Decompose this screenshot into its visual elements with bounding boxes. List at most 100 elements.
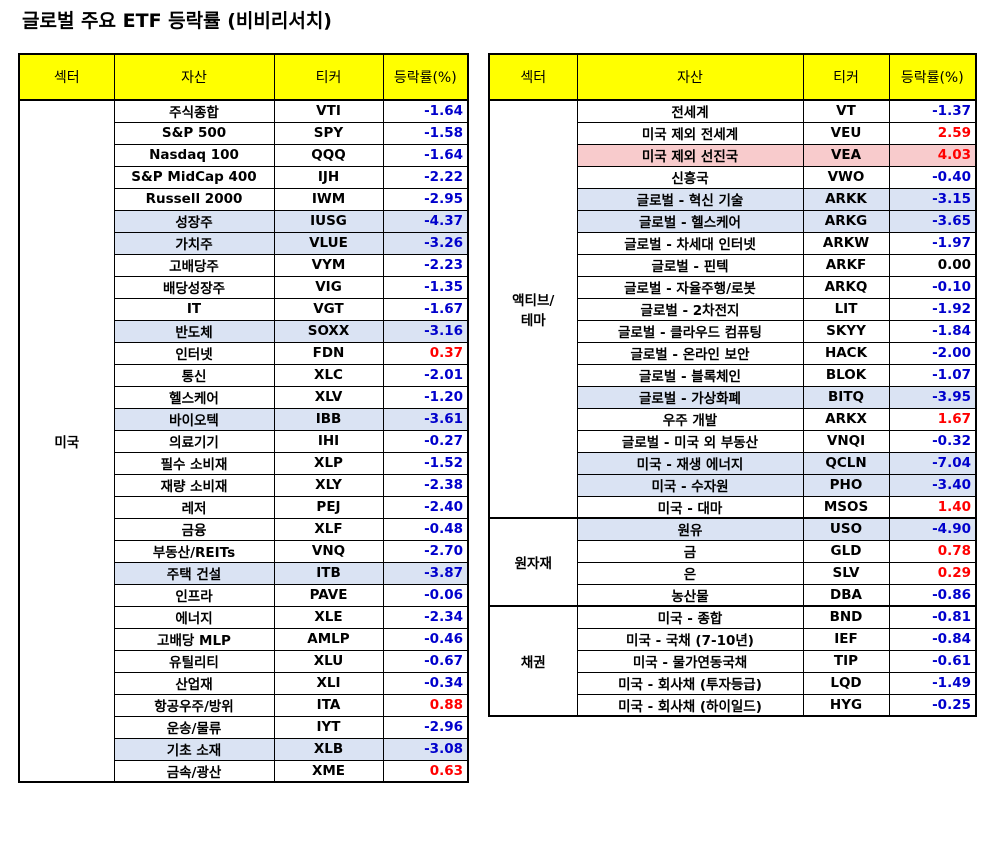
change-value-cell: -0.10 <box>888 275 977 299</box>
change-value-cell: -0.81 <box>888 605 977 629</box>
asset-cell: 농산물 <box>576 583 804 607</box>
asset-cell: 레저 <box>113 495 275 519</box>
asset-cell: 미국 - 국채 (7-10년) <box>576 627 804 651</box>
ticker-cell: ARKX <box>802 407 890 431</box>
change-value-cell: -2.01 <box>382 363 469 387</box>
change-value-cell: -3.65 <box>888 209 977 233</box>
ticker-cell: BLOK <box>802 363 890 387</box>
table-row: Nasdaq 100 QQQ -1.64 <box>19 143 469 167</box>
ticker-cell: XLC <box>273 363 384 387</box>
ticker-cell: AMLP <box>273 627 384 651</box>
change-value-cell: 0.63 <box>382 759 469 783</box>
asset-cell: 고배당주 <box>113 253 275 277</box>
asset-cell: 가치주 <box>113 231 275 255</box>
sector-cell: 채권 <box>488 605 578 717</box>
ticker-cell: ARKW <box>802 231 890 255</box>
ticker-cell: XLI <box>273 671 384 695</box>
table-row: 헬스케어 XLV -1.20 <box>19 385 469 409</box>
header-ticker: 티커 <box>273 53 384 101</box>
ticker-cell: SOXX <box>273 319 384 343</box>
ticker-cell: VNQ <box>273 539 384 563</box>
ticker-cell: SPY <box>273 121 384 145</box>
ticker-cell: QQQ <box>273 143 384 167</box>
table-row: 미국 - 회사채 (하이일드) HYG -0.25 <box>489 693 977 717</box>
change-value-cell: -0.86 <box>888 583 977 607</box>
change-value-cell: 0.78 <box>888 539 977 563</box>
table-row: 우주 개발 ARKX 1.67 <box>489 407 977 431</box>
asset-cell: 의료기기 <box>113 429 275 453</box>
ticker-cell: XLV <box>273 385 384 409</box>
table-row: 글로벌 - 차세대 인터넷 ARKW -1.97 <box>489 231 977 255</box>
ticker-cell: XLE <box>273 605 384 629</box>
table-row: 글로벌 - 자율주행/로봇 ARKQ -0.10 <box>489 275 977 299</box>
change-value-cell: -2.38 <box>382 473 469 497</box>
table-row: 가치주 VLUE -3.26 <box>19 231 469 255</box>
asset-cell: 금융 <box>113 517 275 541</box>
asset-cell: 항공우주/방위 <box>113 693 275 717</box>
asset-cell: 산업재 <box>113 671 275 695</box>
asset-cell: S&P 500 <box>113 121 275 145</box>
table-row: 글로벌 - 2차전지 LIT -1.92 <box>489 297 977 321</box>
change-value-cell: -2.40 <box>382 495 469 519</box>
ticker-cell: IUSG <box>273 209 384 233</box>
ticker-cell: ARKG <box>802 209 890 233</box>
change-value-cell: 0.88 <box>382 693 469 717</box>
table-row: 액티브/테마 전세계 VT -1.37 <box>488 99 977 519</box>
ticker-cell: LQD <box>802 671 890 695</box>
change-value-cell: -1.52 <box>382 451 469 475</box>
table-row: 글로벌 - 가상화폐 BITQ -3.95 <box>489 385 977 409</box>
table-row: 채권 미국 - 종합 BND -0.81 <box>488 605 977 717</box>
change-value-cell: -3.87 <box>382 561 469 585</box>
change-value-cell: -4.37 <box>382 209 469 233</box>
ticker-cell: IWM <box>273 187 384 211</box>
table-row: 글로벌 - 클라우드 컴퓨팅 SKYY -1.84 <box>489 319 977 343</box>
table-row: 원자재 원유 USO -4.90 <box>488 517 977 607</box>
change-value-cell: -0.34 <box>382 671 469 695</box>
asset-cell: 헬스케어 <box>113 385 275 409</box>
asset-cell: Nasdaq 100 <box>113 143 275 167</box>
change-value-cell: -1.49 <box>888 671 977 695</box>
asset-cell: IT <box>113 297 275 321</box>
change-value-cell: -2.96 <box>382 715 469 739</box>
table-row: 글로벌 - 핀텍 ARKF 0.00 <box>489 253 977 277</box>
sector-cell: 액티브/테마 <box>488 99 578 519</box>
ticker-cell: XLU <box>273 649 384 673</box>
ticker-cell: VTI <box>273 99 384 123</box>
asset-cell: 미국 - 회사채 (하이일드) <box>576 693 804 717</box>
table-row: 글로벌 - 미국 외 부동산 VNQI -0.32 <box>489 429 977 453</box>
asset-cell: 우주 개발 <box>576 407 804 431</box>
change-value-cell: -2.22 <box>382 165 469 189</box>
asset-cell: 기초 소재 <box>113 737 275 761</box>
ticker-cell: BITQ <box>802 385 890 409</box>
ticker-cell: USO <box>802 517 890 541</box>
ticker-cell: IHI <box>273 429 384 453</box>
asset-cell: 미국 - 회사채 (투자등급) <box>576 671 804 695</box>
change-value-cell: -1.37 <box>888 99 977 123</box>
ticker-cell: ARKQ <box>802 275 890 299</box>
asset-cell: 글로벌 - 차세대 인터넷 <box>576 231 804 255</box>
table-row: 글로벌 - 헬스케어 ARKG -3.65 <box>489 209 977 233</box>
asset-cell: 미국 - 물가연동국채 <box>576 649 804 673</box>
table-row: 성장주 IUSG -4.37 <box>19 209 469 233</box>
change-value-cell: -2.70 <box>382 539 469 563</box>
table-row: Russell 2000 IWM -2.95 <box>19 187 469 211</box>
change-value-cell: -1.07 <box>888 363 977 387</box>
change-value-cell: 0.37 <box>382 341 469 365</box>
ticker-cell: QCLN <box>802 451 890 475</box>
ticker-cell: ARKK <box>802 187 890 211</box>
asset-cell: 바이오텍 <box>113 407 275 431</box>
asset-cell: 글로벌 - 혁신 기술 <box>576 187 804 211</box>
asset-cell: 미국 제외 선진국 <box>576 143 804 167</box>
table-row: 농산물 DBA -0.86 <box>489 583 977 607</box>
asset-cell: 인터넷 <box>113 341 275 365</box>
ticker-cell: IEF <box>802 627 890 651</box>
change-value-cell: 1.40 <box>888 495 977 519</box>
asset-cell: S&P MidCap 400 <box>113 165 275 189</box>
asset-cell: 미국 - 대마 <box>576 495 804 519</box>
table-row: 필수 소비재 XLP -1.52 <box>19 451 469 475</box>
asset-cell: 금속/광산 <box>113 759 275 783</box>
table-header-row: 섹터 자산 티커 등락률(%) <box>18 53 469 101</box>
ticker-cell: IJH <box>273 165 384 189</box>
asset-cell: 은 <box>576 561 804 585</box>
change-value-cell: 0.29 <box>888 561 977 585</box>
